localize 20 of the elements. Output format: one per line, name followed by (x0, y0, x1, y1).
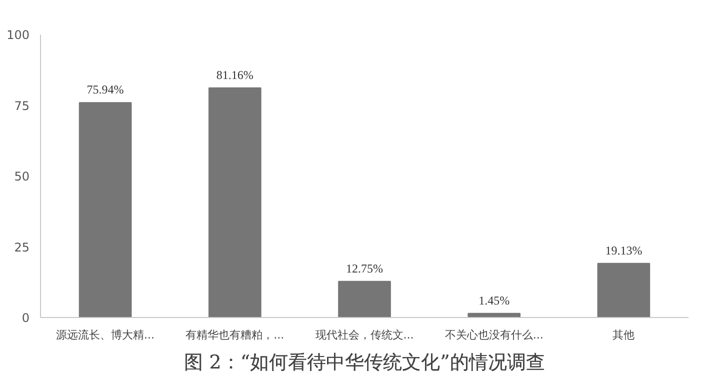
data-label: 1.45% (478, 293, 510, 308)
x-tick-label: 现代社会，传统文... (315, 328, 414, 342)
x-tick-label: 有精华也有糟粕，... (186, 328, 284, 342)
data-label: 81.16% (216, 68, 254, 82)
bar (78, 102, 132, 318)
bar (597, 262, 650, 318)
bar (338, 280, 391, 318)
x-tick-label: 源远流长、博大精... (56, 328, 155, 342)
y-tick-label: 75 (14, 98, 30, 113)
bar (208, 87, 262, 318)
y-tick-label: 0 (22, 311, 30, 325)
y-tick-label: 25 (14, 240, 30, 254)
data-label: 75.94% (86, 82, 124, 97)
x-tick-label: 其他 (612, 328, 635, 342)
y-tick-label: 50 (14, 170, 30, 184)
y-tick-label: 100 (6, 28, 30, 42)
text: 图 2：“如何看待中华传统文化”的情况调查 (184, 352, 545, 374)
data-label: 12.75% (346, 261, 383, 276)
x-tick-label: 不关心也没有什么... (444, 328, 544, 342)
data-label: 19.13% (605, 243, 642, 258)
